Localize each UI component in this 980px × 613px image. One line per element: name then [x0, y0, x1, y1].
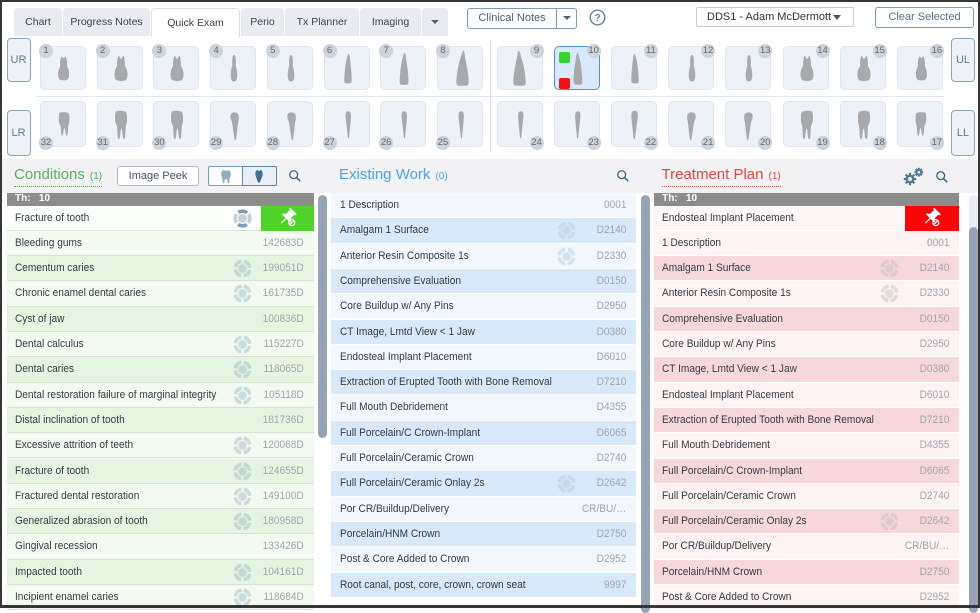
svg-text:?: ? — [594, 13, 600, 24]
